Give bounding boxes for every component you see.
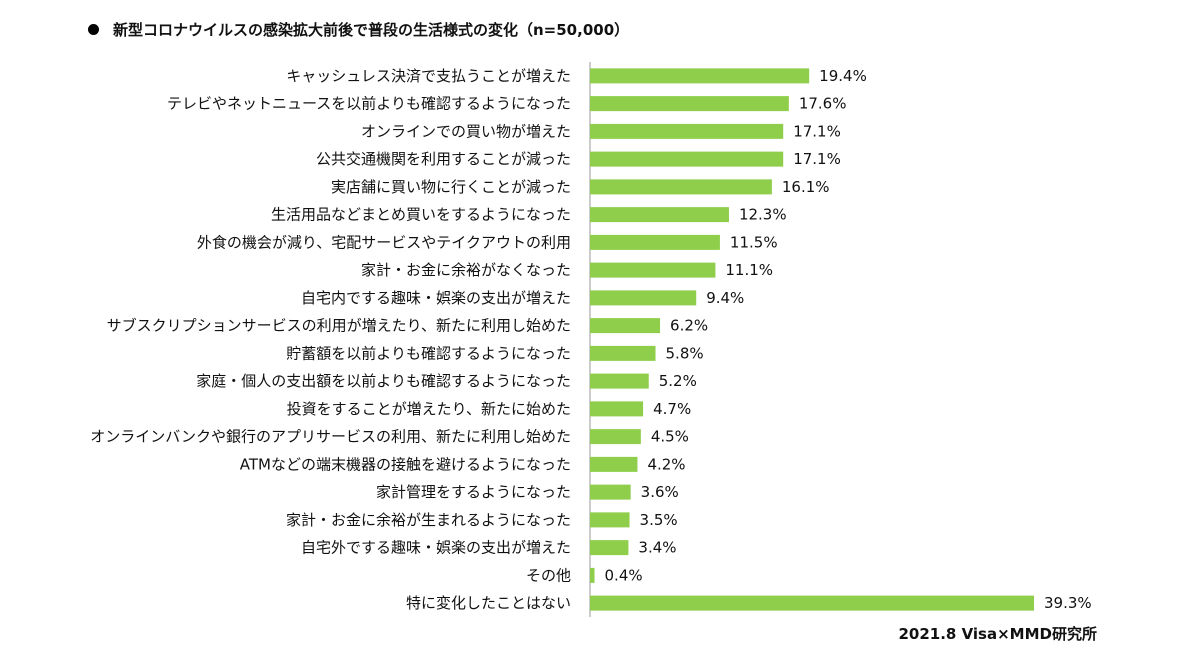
value-label: 4.7% (653, 400, 691, 418)
value-label: 17.1% (793, 122, 841, 140)
bar (590, 373, 649, 389)
bar (590, 234, 720, 250)
bar (590, 401, 644, 417)
value-label: 6.2% (670, 317, 708, 335)
value-label: 16.1% (782, 178, 830, 196)
bar (590, 456, 638, 472)
value-label: 3.5% (640, 511, 678, 529)
category-label: 特に変化したことはない (406, 594, 571, 612)
source-credit: 2021.8 Visa×MMD研究所 (898, 625, 1097, 643)
bar (590, 68, 810, 84)
value-label: 17.6% (799, 95, 847, 113)
category-label: オンラインでの買い物が増えた (361, 122, 571, 140)
bar (590, 207, 729, 223)
category-label: 自宅内でする趣味・娯楽の支出が増えた (301, 289, 571, 307)
bar (590, 512, 630, 528)
category-label: その他 (526, 566, 571, 584)
category-label: テレビやネットニュースを以前よりも確認するようになった (167, 95, 571, 113)
category-label: ATMなどの端末機器の接触を避けるようになった (240, 455, 571, 473)
bar (590, 567, 595, 583)
bar (590, 151, 784, 167)
bar (590, 595, 1034, 611)
value-label: 11.5% (730, 233, 778, 251)
category-label: キャッシュレス決済で支払うことが増えた (286, 67, 571, 85)
category-label: 家計管理をするようになった (376, 483, 571, 501)
bar (590, 96, 789, 112)
bar (590, 540, 629, 556)
value-label: 5.8% (666, 344, 704, 362)
bar (590, 179, 772, 195)
bar (590, 290, 697, 306)
value-label: 12.3% (739, 206, 787, 224)
category-label: 家計・お金に余裕が生まれるようになった (286, 511, 571, 529)
category-label: 外食の機会が減り、宅配サービスやテイクアウトの利用 (197, 233, 571, 251)
category-label: 自宅外でする趣味・娯楽の支出が増えた (301, 539, 571, 557)
bullet-icon (88, 24, 99, 35)
bar (590, 318, 661, 334)
value-label: 4.5% (651, 428, 689, 446)
value-label: 17.1% (793, 150, 841, 168)
value-label: 0.4% (605, 566, 643, 584)
value-label: 3.6% (641, 483, 679, 501)
category-label: 生活用品などまとめ買いをするようになった (271, 206, 571, 224)
bar (590, 123, 784, 139)
category-label: 貯蓄額を以前よりも確認するようになった (286, 344, 571, 362)
value-label: 9.4% (706, 289, 744, 307)
category-label: 公共交通機関を利用することが減った (316, 150, 571, 168)
category-label: 実店舗に買い物に行くことが減った (331, 178, 571, 196)
value-label: 5.2% (659, 372, 697, 390)
category-label: 家計・お金に余裕がなくなった (361, 261, 571, 279)
value-label: 39.3% (1044, 594, 1092, 612)
value-label: 3.4% (638, 539, 676, 557)
chart-title-row: 新型コロナウイルスの感染拡大前後で普段の生活様式の変化（n=50,000） (88, 19, 629, 40)
value-label: 11.1% (725, 261, 773, 279)
bar (590, 429, 641, 445)
chart-title: 新型コロナウイルスの感染拡大前後で普段の生活様式の変化（n=50,000） (113, 21, 630, 39)
category-label: 投資をすることが増えたり、新たに始めた (287, 400, 571, 418)
category-label: サブスクリプションサービスの利用が増えたり、新たに利用し始めた (107, 317, 571, 335)
category-label: 家庭・個人の支出額を以前よりも確認するようになった (196, 372, 571, 390)
value-label: 19.4% (819, 67, 867, 85)
bar (590, 262, 716, 278)
bar (590, 345, 656, 361)
bar (590, 484, 631, 500)
category-label: オンラインバンクや銀行のアプリサービスの利用、新たに利用し始めた (90, 428, 571, 446)
value-label: 4.2% (647, 455, 685, 473)
